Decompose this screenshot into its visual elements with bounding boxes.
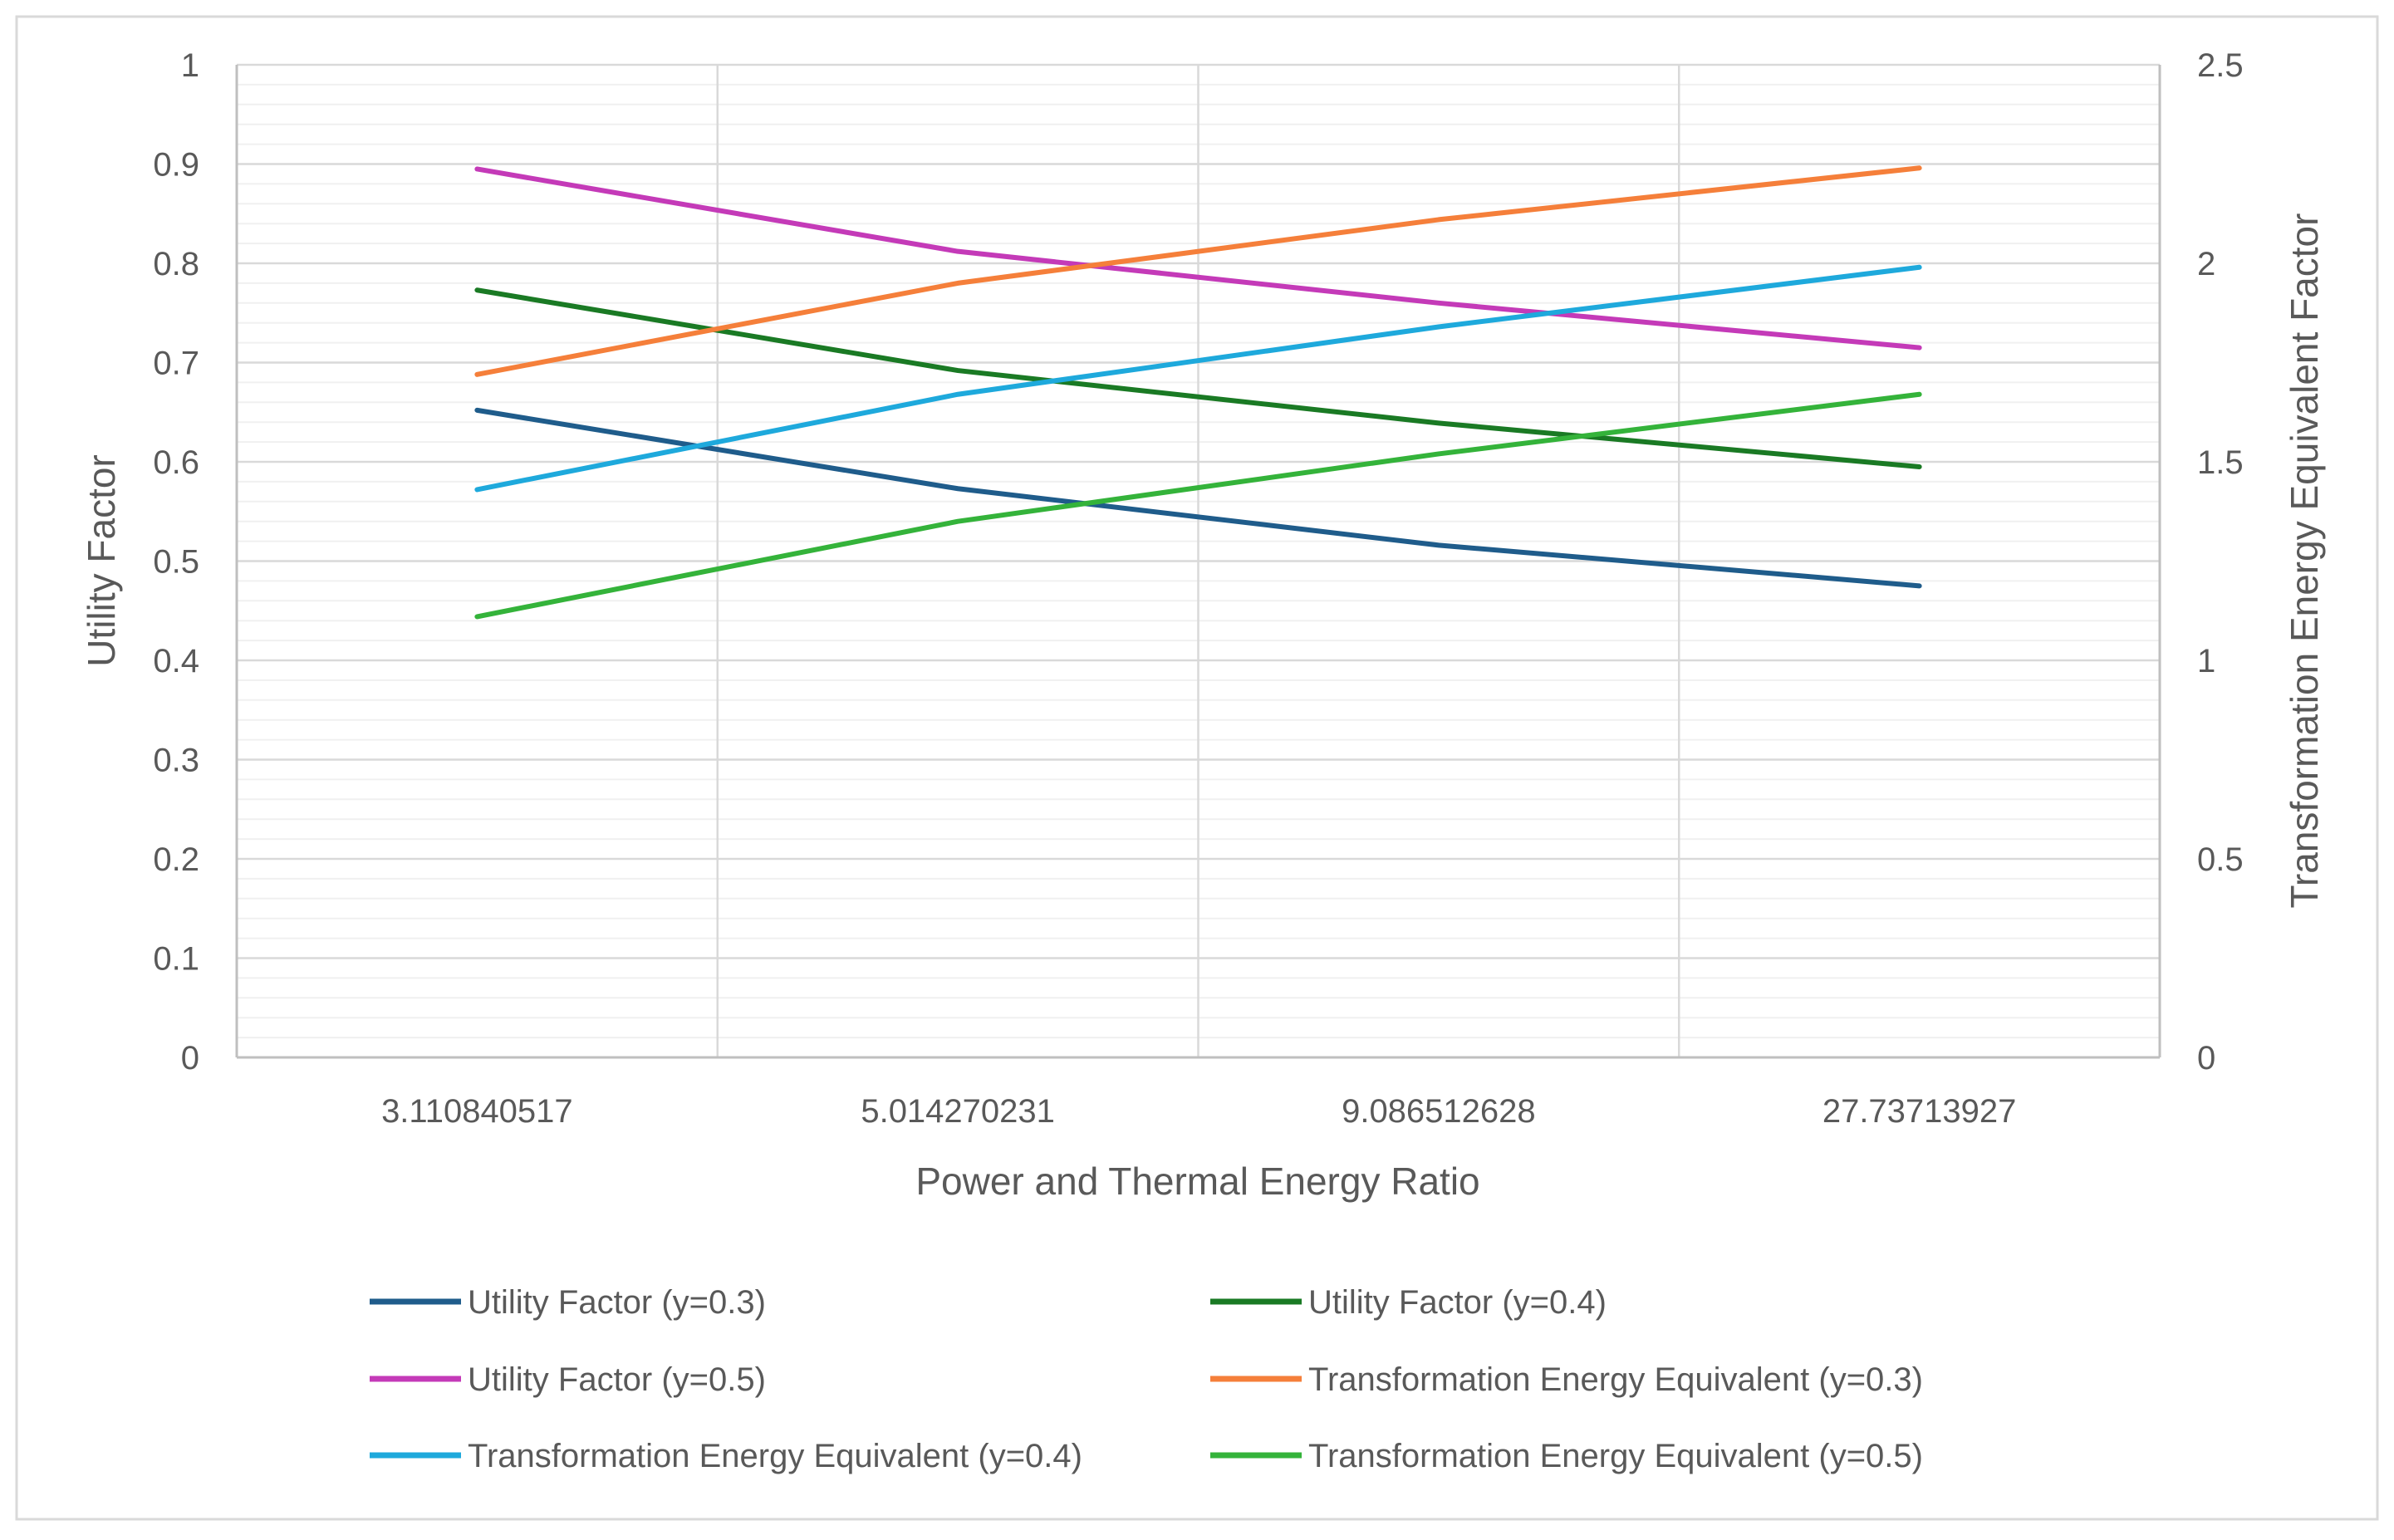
data-point bbox=[1437, 302, 1440, 304]
y-tick-label: 0.3 bbox=[153, 743, 199, 779]
data-point bbox=[957, 520, 959, 522]
grid bbox=[237, 63, 2161, 1057]
legend-label: Utility Factor (y=0.4) bbox=[1308, 1284, 1607, 1321]
axes bbox=[235, 65, 2161, 1059]
y2-tick-label: 1.5 bbox=[2197, 444, 2244, 481]
data-point bbox=[476, 409, 478, 411]
data-point bbox=[1918, 167, 1921, 169]
data-point bbox=[957, 282, 959, 284]
legend-item: Utility Factor (y=0.3) bbox=[370, 1284, 766, 1321]
data-point bbox=[957, 370, 959, 372]
data-point bbox=[1918, 266, 1921, 268]
series-line-1 bbox=[474, 407, 1922, 589]
x-tick-label: 27.73713927 bbox=[1822, 1093, 2017, 1130]
data-point bbox=[476, 488, 478, 491]
legend-label: Transformation Energy Equivalent (y=0.5) bbox=[1308, 1438, 1923, 1474]
x-tick-label: 9.086512628 bbox=[1342, 1093, 1536, 1130]
data-point bbox=[1918, 393, 1921, 395]
data-point bbox=[476, 289, 478, 292]
legend-item: Transformation Energy Equivalent (y=0.3) bbox=[1210, 1361, 1923, 1398]
y2-tick-label: 2.5 bbox=[2197, 47, 2244, 84]
y2-tick-label: 0.5 bbox=[2197, 841, 2244, 878]
y-tick-label: 0.6 bbox=[153, 444, 199, 481]
data-point bbox=[957, 250, 959, 253]
legend: Utility Factor (y=0.3) Utility Factor (y=… bbox=[370, 1284, 1923, 1474]
data-point bbox=[1918, 585, 1921, 587]
data-point bbox=[1437, 453, 1440, 455]
y-tick-label: 0.9 bbox=[153, 147, 199, 184]
series-line-4 bbox=[474, 165, 1922, 377]
data-point bbox=[476, 373, 478, 375]
data-point bbox=[1437, 218, 1440, 221]
y-tick-label: 0.4 bbox=[153, 643, 199, 679]
chart-frame bbox=[15, 15, 2379, 1521]
data-point bbox=[476, 616, 478, 618]
y-tick-label: 0.5 bbox=[153, 544, 199, 581]
x-tick-label: 5.014270231 bbox=[861, 1093, 1055, 1130]
data-point bbox=[476, 168, 478, 170]
y-tick-label: 0.1 bbox=[153, 941, 199, 978]
y-tick-label: 0.8 bbox=[153, 246, 199, 282]
legend-label: Utility Factor (y=0.3) bbox=[468, 1284, 766, 1321]
legend-item: Utility Factor (y=0.5) bbox=[370, 1361, 766, 1398]
y-tick-label: 0 bbox=[181, 1040, 199, 1077]
data-point bbox=[1437, 326, 1440, 328]
data-point bbox=[1918, 346, 1921, 349]
data-point bbox=[957, 393, 959, 395]
series-line-6 bbox=[474, 391, 1922, 620]
data-point bbox=[1918, 465, 1921, 468]
legend-label: Utility Factor (y=0.5) bbox=[468, 1361, 766, 1398]
series-line-5 bbox=[474, 264, 1922, 493]
data-point bbox=[957, 488, 959, 490]
series-line-3 bbox=[474, 166, 1922, 351]
ticks: 0 0.1 0.2 0.3 0.4 0.5 0.6 0.7 0.8 0.9 1 0 0.5 1 1.5 2 2.… bbox=[153, 47, 2243, 1130]
y2-tick-label: 0 bbox=[2197, 1040, 2215, 1077]
y2-tick-label: 2 bbox=[2197, 246, 2215, 282]
x-axis-title: Power and Thermal Energy Ratio bbox=[915, 1160, 1479, 1203]
y-tick-label: 0.2 bbox=[153, 841, 199, 878]
y-tick-label: 1 bbox=[181, 47, 199, 84]
legend-item: Transformation Energy Equivalent (y=0.5) bbox=[1210, 1438, 1923, 1474]
legend-label: Transformation Energy Equivalent (y=0.4) bbox=[468, 1438, 1082, 1474]
data-point bbox=[1437, 544, 1440, 547]
y2-axis-title: Transformation Energy Equivalent Factor bbox=[2283, 213, 2326, 909]
legend-item: Transformation Energy Equivalent (y=0.4) bbox=[370, 1438, 1082, 1474]
y-axis-title: Utility Factor bbox=[80, 454, 123, 667]
legend-item: Utility Factor (y=0.4) bbox=[1210, 1284, 1607, 1321]
data-point bbox=[1437, 422, 1440, 424]
y2-tick-label: 1 bbox=[2197, 643, 2215, 679]
legend-label: Transformation Energy Equivalent (y=0.3) bbox=[1308, 1361, 1923, 1398]
series bbox=[474, 165, 1922, 620]
x-tick-label: 3.110840517 bbox=[381, 1093, 573, 1130]
y-tick-label: 0.7 bbox=[153, 346, 199, 382]
